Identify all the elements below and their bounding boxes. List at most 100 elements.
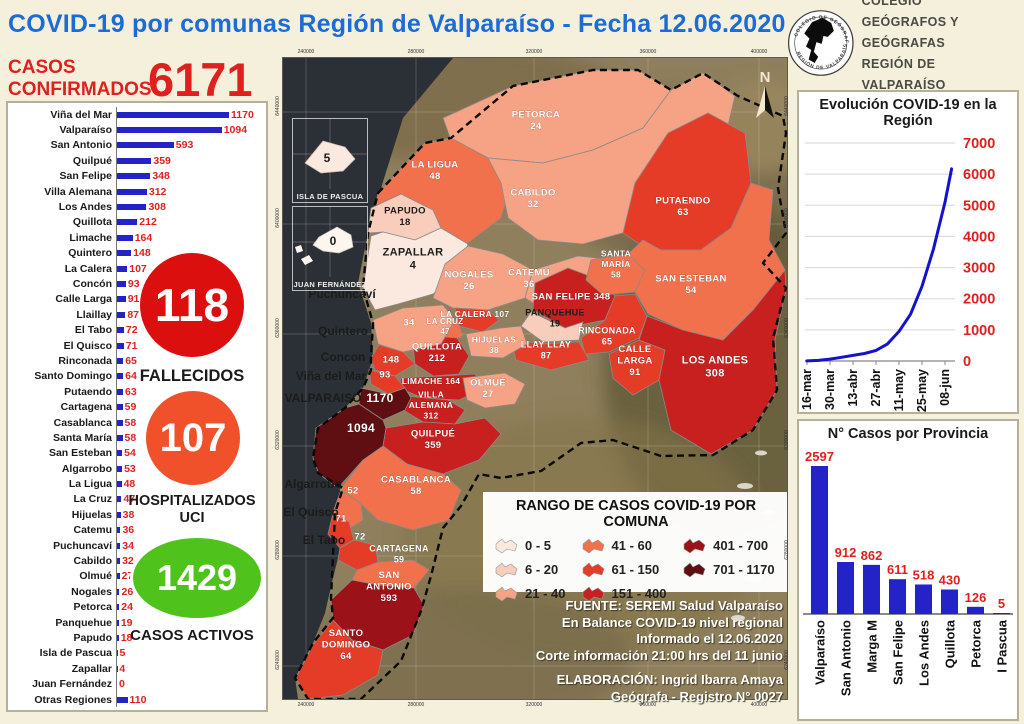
svg-text:611: 611 bbox=[887, 562, 908, 577]
legend-item: 151 - 400 bbox=[580, 583, 682, 603]
commune-polygons bbox=[295, 69, 787, 699]
svg-text:1000: 1000 bbox=[963, 323, 995, 339]
commune-row: Cabildo 32 bbox=[8, 553, 266, 569]
svg-text:36: 36 bbox=[523, 279, 534, 290]
commune-quintero bbox=[370, 344, 416, 377]
juan-fernandez-inset: 0 JUAN FERNÁNDEZ bbox=[292, 206, 368, 291]
commune-row: Rinconada 65 bbox=[8, 353, 266, 369]
svg-text:47: 47 bbox=[440, 327, 450, 336]
ocean bbox=[283, 58, 453, 699]
svg-text:4000: 4000 bbox=[963, 229, 995, 245]
commune-row: Putaendo 63 bbox=[8, 384, 266, 400]
svg-text:PETORCA: PETORCA bbox=[512, 110, 560, 121]
legend-item: 61 - 150 bbox=[580, 559, 682, 579]
commune-row: San Esteban 54 bbox=[8, 445, 266, 461]
logo-line-1: COLEGIO bbox=[861, 0, 923, 8]
evolution-chart: 7000 6000 5000 4000 3000 2000 1000 0 16-mar 30-ma… bbox=[800, 136, 995, 412]
communes-chart-panel: Viña del Mar 1170 Valparaíso 1094 San Antoni… bbox=[6, 101, 268, 712]
svg-text:CALLE: CALLE bbox=[618, 344, 651, 355]
svg-text:65: 65 bbox=[602, 337, 613, 347]
source-credits: FUENTE: SEREMI Salud Valparaíso En Balanc… bbox=[535, 598, 783, 704]
map-legend: RANGO DE CASOS COVID-19 POR COMUNA 0 - 5… bbox=[483, 492, 787, 602]
svg-text:Algarrobo: Algarrobo bbox=[284, 477, 341, 491]
svg-text:148: 148 bbox=[383, 354, 400, 365]
svg-text:430: 430 bbox=[939, 572, 961, 587]
logo-seal-icon: COLEGIO DE GEÓGRAFOS REGIÓN DE VALPARAÍS… bbox=[786, 4, 854, 76]
svg-text:91: 91 bbox=[629, 367, 641, 378]
commune-llayllay bbox=[510, 339, 590, 371]
confirmed-bar-chart: Viña del Mar 1170 Valparaíso 1094 San Antoni… bbox=[8, 107, 266, 708]
svg-text:CARTAGENA: CARTAGENA bbox=[369, 544, 429, 554]
svg-text:Quillota: Quillota bbox=[943, 619, 958, 668]
svg-text:18: 18 bbox=[399, 217, 410, 228]
svg-text:308: 308 bbox=[705, 367, 724, 379]
province-chart: 2597 Valparaíso 912 San Antonio 862 Marga M 61… bbox=[803, 449, 1013, 696]
svg-text:359: 359 bbox=[425, 440, 442, 451]
svg-text:312: 312 bbox=[423, 410, 438, 420]
commune-row: Valparaíso 1094 bbox=[8, 122, 266, 138]
svg-text:CATEMU: CATEMU bbox=[508, 268, 550, 279]
svg-text:Los Andes: Los Andes bbox=[917, 620, 932, 686]
commune-olmue bbox=[462, 372, 526, 409]
svg-text:54: 54 bbox=[685, 285, 697, 296]
svg-text:862: 862 bbox=[861, 548, 883, 563]
svg-text:27: 27 bbox=[482, 389, 493, 400]
svg-text:6000: 6000 bbox=[963, 167, 995, 183]
svg-text:VILLA: VILLA bbox=[418, 389, 444, 399]
region-dashed-border bbox=[293, 68, 787, 699]
svg-text:PANQUEHUE: PANQUEHUE bbox=[525, 308, 585, 318]
svg-text:63: 63 bbox=[677, 207, 688, 218]
svg-text:2000: 2000 bbox=[963, 292, 995, 308]
commune-row: Catemu 36 bbox=[8, 522, 266, 538]
svg-text:SAN ESTEBAN: SAN ESTEBAN bbox=[655, 274, 726, 285]
svg-text:4: 4 bbox=[410, 259, 417, 271]
commune-row: Quilpué 359 bbox=[8, 153, 266, 169]
svg-text:LIMACHE 164: LIMACHE 164 bbox=[402, 376, 461, 386]
commune-row: El Tabo 72 bbox=[8, 322, 266, 338]
svg-text:SAN: SAN bbox=[379, 570, 400, 581]
choropleth-map: PETORCA 24 LA LIGUA 48 CABILDO 32 PAPUDO 18 ZAPA… bbox=[275, 49, 790, 708]
svg-text:518: 518 bbox=[913, 567, 935, 582]
svg-text:ANTONIO: ANTONIO bbox=[366, 581, 412, 592]
commune-row: Cartagena 59 bbox=[8, 399, 266, 415]
svg-text:3000: 3000 bbox=[963, 261, 995, 277]
svg-text:593: 593 bbox=[381, 593, 398, 604]
svg-text:DOMINGO: DOMINGO bbox=[322, 639, 371, 650]
commune-panquehue bbox=[520, 311, 584, 343]
svg-text:87: 87 bbox=[541, 351, 552, 361]
svg-text:2597: 2597 bbox=[805, 449, 834, 464]
svg-text:El Quisco: El Quisco bbox=[283, 505, 338, 519]
deaths-label: FALLECIDOS bbox=[139, 367, 245, 385]
svg-text:Quintero: Quintero bbox=[318, 324, 368, 338]
commune-row: Santa María 58 bbox=[8, 430, 266, 446]
commune-row: San Antonio 593 bbox=[8, 137, 266, 154]
svg-text:CABILDO: CABILDO bbox=[510, 188, 555, 199]
commune-row: Hijuelas 38 bbox=[8, 507, 266, 523]
svg-text:58: 58 bbox=[410, 486, 421, 497]
commune-row: Los Andes 308 bbox=[8, 199, 266, 215]
svg-text:QUILLOTA: QUILLOTA bbox=[412, 342, 462, 353]
svg-text:32: 32 bbox=[527, 199, 538, 210]
svg-text:58: 58 bbox=[611, 269, 621, 279]
svg-text:LA CALERA 107: LA CALERA 107 bbox=[441, 309, 510, 319]
commune-row: La Ligua 48 bbox=[8, 476, 266, 492]
svg-text:1170: 1170 bbox=[366, 391, 393, 405]
svg-text:San Antonio: San Antonio bbox=[839, 620, 854, 696]
juan-fernandez-shape bbox=[312, 226, 354, 254]
svg-text:NOGALES: NOGALES bbox=[444, 270, 493, 281]
svg-text:13-abr: 13-abr bbox=[846, 369, 860, 407]
evolution-title: Evolución COVID-19 en la Región bbox=[819, 97, 997, 129]
page-title: COVID-19 por comunas Región de Valparaís… bbox=[8, 10, 786, 38]
svg-text:5: 5 bbox=[998, 596, 1005, 611]
legend-item: 401 - 700 bbox=[681, 535, 779, 555]
commune-row: Petorca 24 bbox=[8, 599, 266, 615]
legend-item: 6 - 20 bbox=[493, 559, 580, 579]
svg-text:Valparaíso: Valparaíso bbox=[813, 620, 828, 685]
commune-row: Panquehue 19 bbox=[8, 614, 266, 631]
svg-text:SANTO: SANTO bbox=[329, 628, 364, 639]
svg-text:126: 126 bbox=[965, 590, 987, 605]
easter-island-shape bbox=[304, 140, 356, 174]
legend-item: 701 - 1170 bbox=[681, 559, 779, 579]
